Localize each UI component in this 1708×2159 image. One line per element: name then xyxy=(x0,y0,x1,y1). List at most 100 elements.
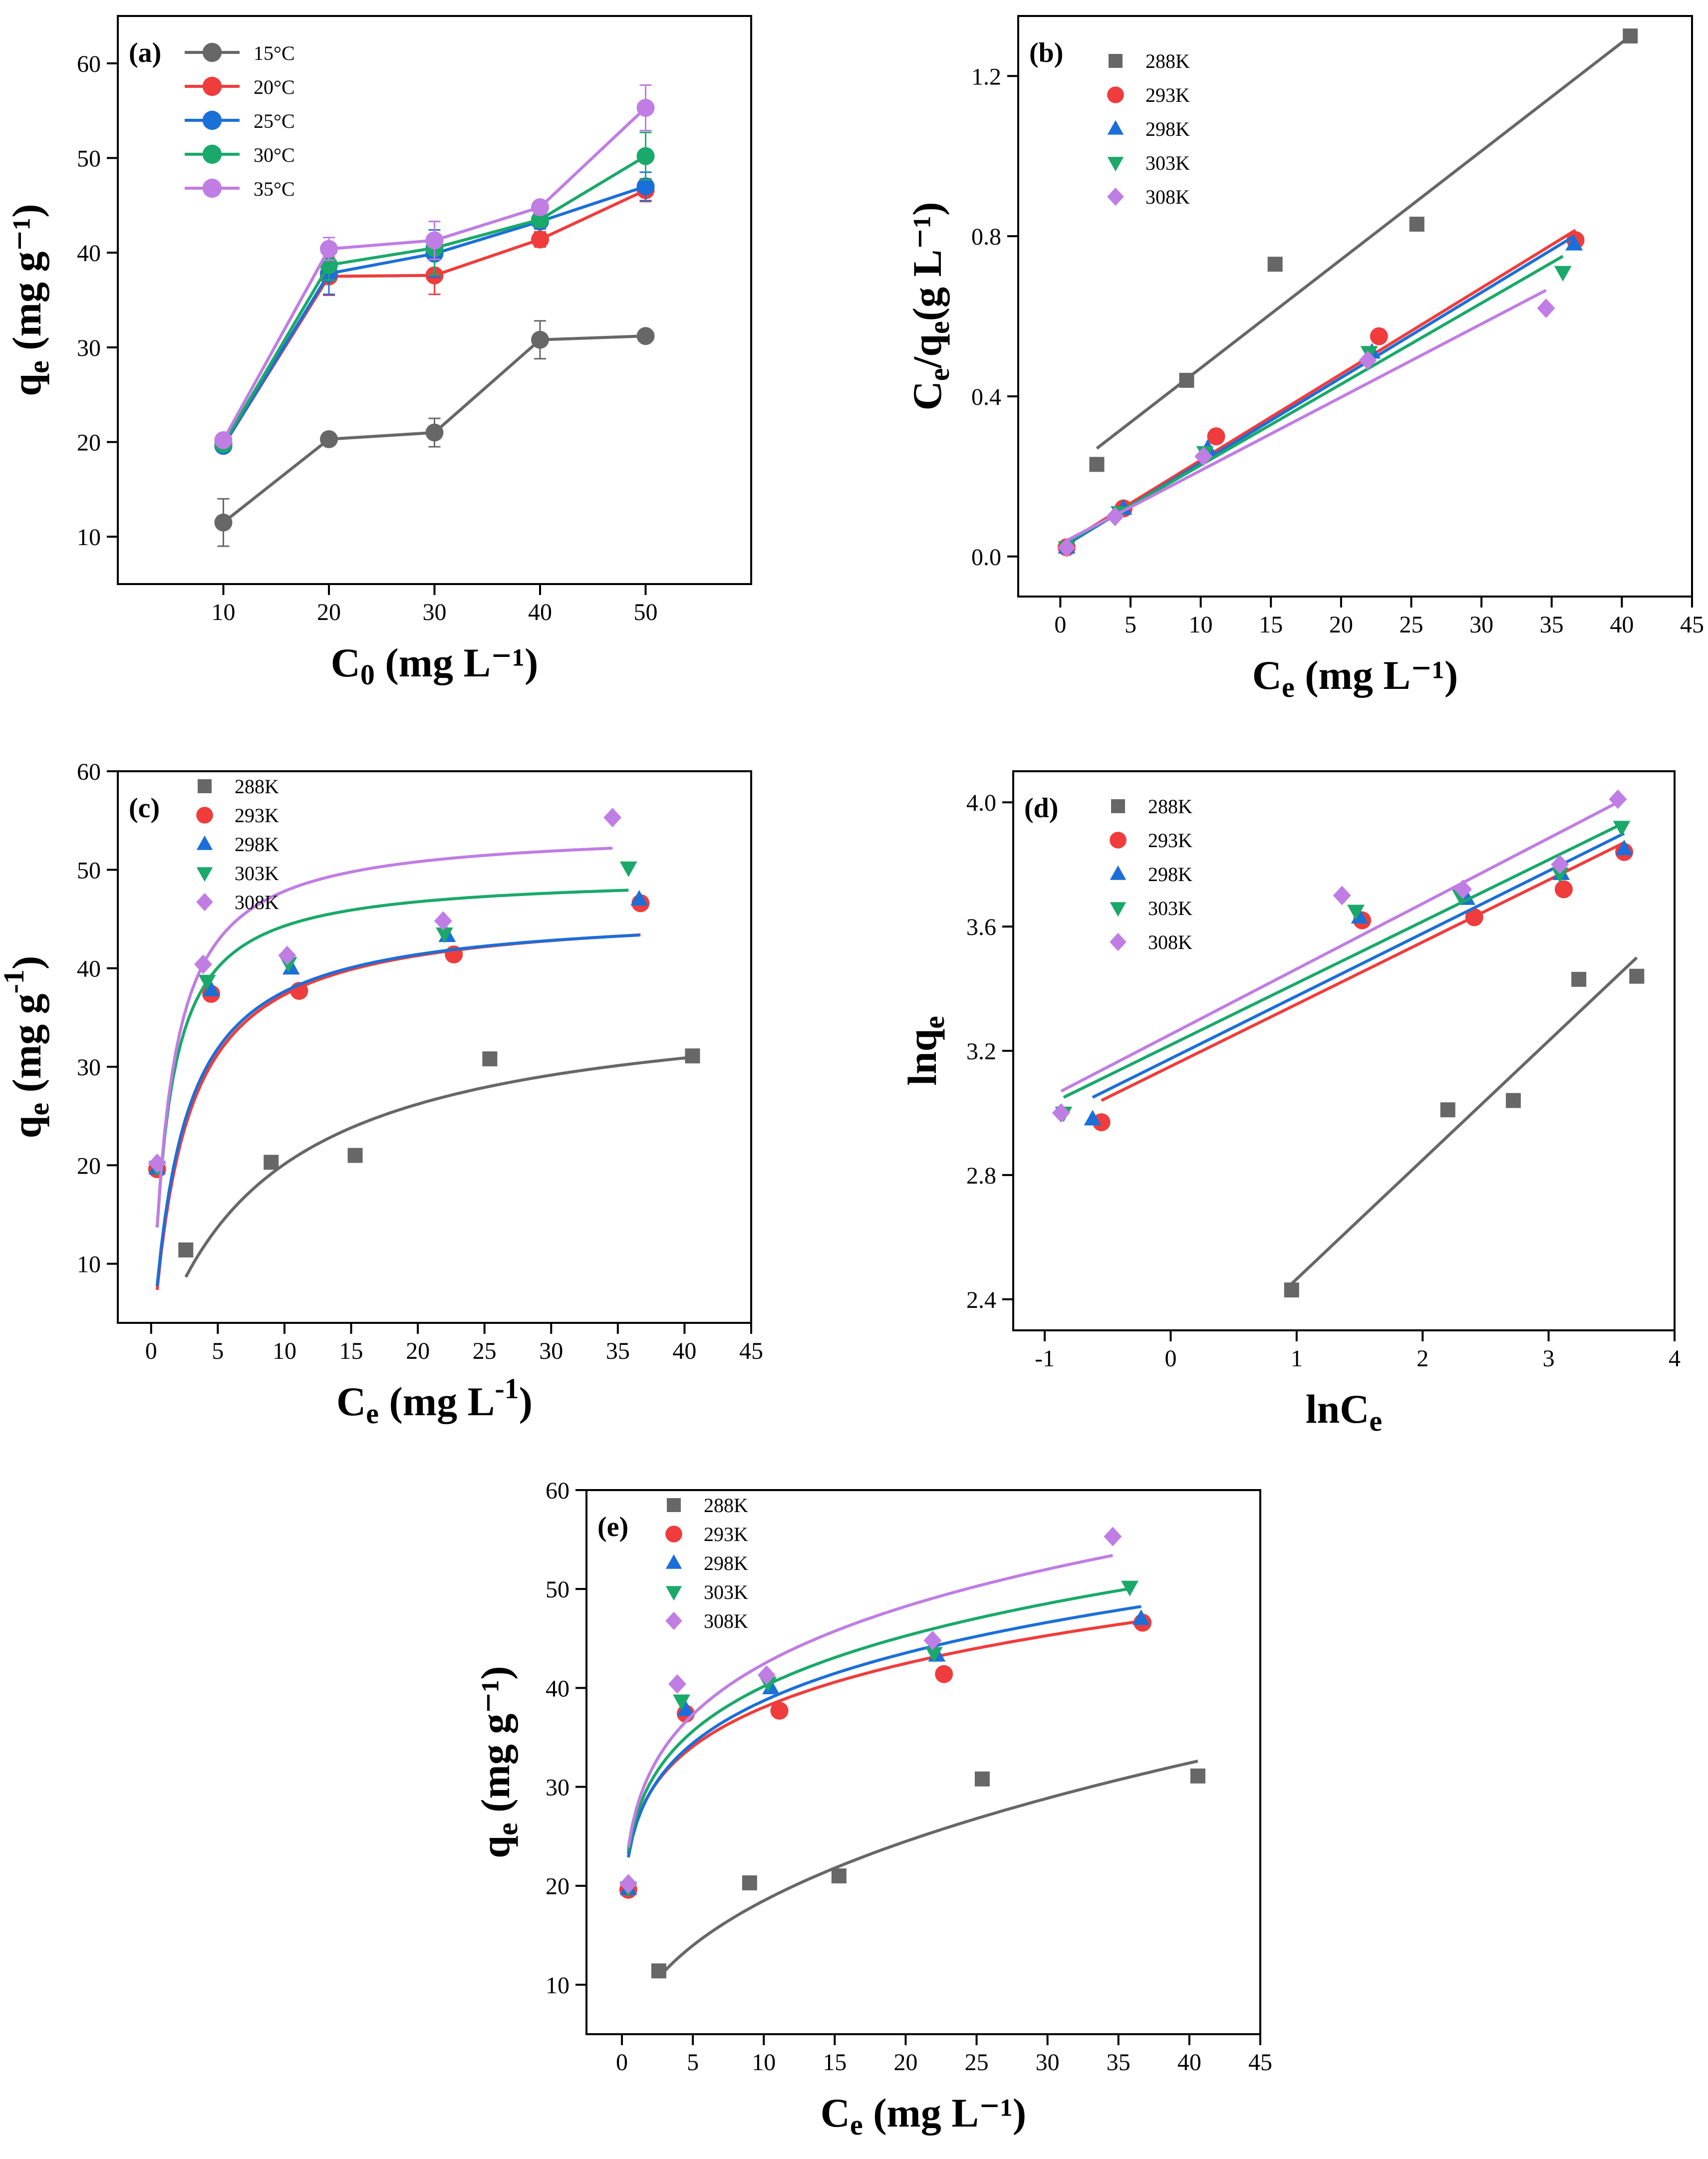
series-303K xyxy=(1058,256,1572,557)
y-tick-label: 20 xyxy=(546,1873,569,1900)
plot-frame-a xyxy=(118,16,751,584)
data-point xyxy=(1179,373,1194,388)
series-293K xyxy=(1093,843,1633,1131)
y-tick-label: 2.4 xyxy=(966,1287,996,1313)
legend-label: 303K xyxy=(235,862,279,885)
legend-label: 25°C xyxy=(254,110,295,132)
data-point xyxy=(1207,427,1225,445)
data-point xyxy=(1090,457,1105,472)
x-tick-label: 30 xyxy=(1036,2049,1060,2076)
legend-entry: 303K xyxy=(1110,897,1192,920)
series-308K xyxy=(148,808,621,1228)
legend-label: 35°C xyxy=(254,178,295,200)
legend-marker xyxy=(1108,157,1124,171)
data-point xyxy=(771,1702,789,1720)
legend-marker xyxy=(1108,120,1124,135)
y-axis-title: qe (mg g⁻¹) xyxy=(4,204,55,396)
data-point xyxy=(178,1242,193,1257)
legend-entry: 293K xyxy=(665,1523,748,1545)
legend-marker xyxy=(666,1554,682,1569)
series-308K xyxy=(619,1527,1122,1894)
data-point xyxy=(1537,299,1555,318)
x-tick-label: 5 xyxy=(687,2049,699,2076)
legend-marker xyxy=(196,807,213,824)
legend-label: 298K xyxy=(1145,118,1190,140)
x-tick-label: 15 xyxy=(823,2049,847,2076)
plot-frame-c xyxy=(118,771,751,1323)
legend-label: 293K xyxy=(235,804,279,827)
x-tick-label: 45 xyxy=(739,1338,763,1364)
fit-line xyxy=(1061,802,1618,1091)
data-point xyxy=(1190,1769,1205,1784)
series-298K xyxy=(1058,235,1583,554)
x-axis-title: Ce (mg L-1) xyxy=(336,1372,533,1430)
series-298K xyxy=(619,1606,1149,1895)
plot-frame-e xyxy=(586,1490,1260,2034)
data-point xyxy=(742,1875,757,1890)
x-tick-label: 20 xyxy=(406,1338,430,1364)
y-tick-label: 60 xyxy=(77,759,101,785)
data-point xyxy=(320,240,338,258)
panel-label: (e) xyxy=(597,1512,628,1542)
data-point xyxy=(348,1148,363,1163)
legend-entry: 303K xyxy=(1108,152,1190,174)
series-308K xyxy=(1052,790,1627,1123)
y-tick-label: 50 xyxy=(77,857,101,884)
legend-label: 293K xyxy=(1145,84,1190,106)
series-293K xyxy=(619,1614,1151,1899)
x-tick-label: 0 xyxy=(616,2049,628,2076)
x-tick-label: 35 xyxy=(1540,612,1564,638)
y-tick-label: 3.6 xyxy=(966,914,996,940)
y-tick-label: 30 xyxy=(77,1054,101,1081)
x-tick-label: 15 xyxy=(1259,612,1283,638)
data-point xyxy=(637,147,655,165)
legend-entry: 308K xyxy=(665,1610,748,1632)
x-tick-label: 15 xyxy=(339,1338,363,1364)
legend-marker xyxy=(1111,799,1125,813)
x-tick-label: 20 xyxy=(1329,612,1353,638)
legend-marker xyxy=(196,893,213,911)
series-288K xyxy=(178,1048,700,1277)
fit-curve xyxy=(186,1057,692,1277)
data-point xyxy=(685,1048,700,1063)
legend-label: 20°C xyxy=(254,76,295,98)
figure-canvas: 10 20 30 40 50102030405060C0 (mg L⁻¹)qe (mg … xyxy=(0,0,1708,2159)
y-tick-label: 40 xyxy=(77,240,101,267)
plot-frame-d xyxy=(1013,771,1675,1330)
y-axis-title: Ce/qe(g L⁻¹) xyxy=(904,202,955,411)
data-point xyxy=(426,424,444,442)
x-axis-title: C0 (mg L⁻¹) xyxy=(331,640,539,691)
y-tick-label: 3.2 xyxy=(966,1038,996,1065)
x-tick-label: 25 xyxy=(473,1338,497,1364)
legend-entry: 25°C xyxy=(185,110,295,132)
fit-line xyxy=(1292,957,1637,1283)
legend-label: 308K xyxy=(704,1610,748,1632)
y-tick-label: 10 xyxy=(77,1251,101,1278)
x-tick-label: 40 xyxy=(528,599,552,625)
data-point xyxy=(620,862,637,877)
x-tick-label: 25 xyxy=(1400,612,1423,638)
x-tick-label: 20 xyxy=(317,599,341,625)
data-point xyxy=(1268,257,1283,272)
data-point xyxy=(603,808,621,827)
data-point xyxy=(320,430,338,448)
legend-label: 288K xyxy=(1148,795,1192,818)
x-tick-label: 10 xyxy=(212,599,236,625)
panel-label: (c) xyxy=(129,793,160,824)
legend-marker xyxy=(1110,933,1127,951)
x-tick-label: 10 xyxy=(752,2049,776,2076)
data-point xyxy=(264,1155,279,1170)
series-288K xyxy=(1284,957,1645,1297)
legend-marker xyxy=(203,145,222,164)
series-20°C xyxy=(215,179,655,455)
legend-entry: 303K xyxy=(666,1581,748,1603)
data-point xyxy=(935,1665,953,1683)
legend-entry: 298K xyxy=(197,833,279,856)
legend-entry: 288K xyxy=(667,1494,748,1517)
x-axis-title: lnCe xyxy=(1306,1386,1382,1437)
fit-line xyxy=(1064,824,1622,1098)
x-tick-label: 45 xyxy=(1680,612,1704,638)
data-point xyxy=(1440,1102,1455,1117)
y-tick-label: 30 xyxy=(77,335,101,361)
y-tick-label: 40 xyxy=(546,1675,569,1702)
